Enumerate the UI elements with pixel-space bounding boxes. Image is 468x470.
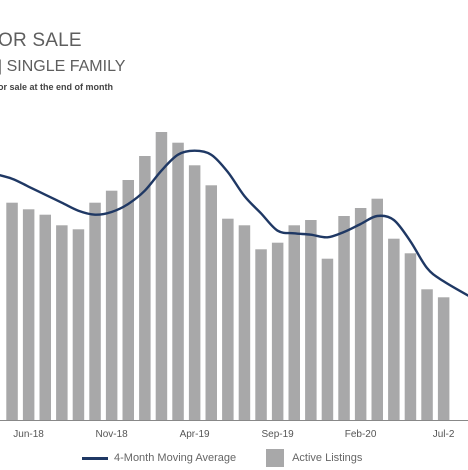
bar-7 xyxy=(122,180,134,420)
bar-17 xyxy=(288,225,300,420)
bar-25 xyxy=(421,289,433,420)
bar-1 xyxy=(22,209,35,420)
legend-label-moving-average: 4-Month Moving Average xyxy=(114,452,237,464)
x-tick-label: Nov-18 xyxy=(95,429,128,440)
chart-note: or sale at the end of month xyxy=(0,82,114,92)
bars-group xyxy=(6,132,450,420)
bar-6 xyxy=(105,190,118,420)
bar-26 xyxy=(437,297,450,420)
x-tick-labels: Jun-18 Nov-18 Apr-19 Sep-19 Feb-20 Jul-2 xyxy=(13,429,455,440)
bar-18 xyxy=(305,220,317,420)
bar-23 xyxy=(388,238,400,420)
moving-average-line xyxy=(0,149,468,297)
bar-9 xyxy=(155,132,168,420)
x-tick-label: Feb-20 xyxy=(345,429,377,440)
bar-19 xyxy=(321,258,334,420)
bar-2 xyxy=(39,214,51,420)
bar-0 xyxy=(6,202,18,420)
bar-8 xyxy=(139,156,151,420)
bar-11 xyxy=(188,165,201,420)
bar-3 xyxy=(56,225,68,420)
legend-label-active-listings: Active Listings xyxy=(292,452,363,464)
bar-24 xyxy=(404,253,417,420)
chart-title: OR SALE xyxy=(0,30,82,51)
x-tick-label: Jul-2 xyxy=(433,429,455,440)
bar-5 xyxy=(89,202,101,420)
bar-4 xyxy=(72,229,85,420)
legend-bar-swatch xyxy=(266,449,285,467)
bar-14 xyxy=(238,225,251,420)
x-tick-label: Jun-18 xyxy=(13,429,44,440)
bar-22 xyxy=(371,198,383,420)
bar-15 xyxy=(255,249,267,420)
bar-21 xyxy=(354,208,367,420)
legend: 4-Month Moving Average Active Listings xyxy=(82,446,362,470)
x-tick-label: Sep-19 xyxy=(261,429,294,440)
bar-12 xyxy=(205,185,217,420)
bar-13 xyxy=(222,218,234,420)
bar-10 xyxy=(172,142,184,420)
chart-subtitle: | SINGLE FAMILY xyxy=(0,58,126,75)
bar-20 xyxy=(338,216,350,420)
bar-16 xyxy=(271,242,284,420)
legend-line-swatch xyxy=(82,456,108,460)
x-tick-label: Apr-19 xyxy=(180,429,210,440)
